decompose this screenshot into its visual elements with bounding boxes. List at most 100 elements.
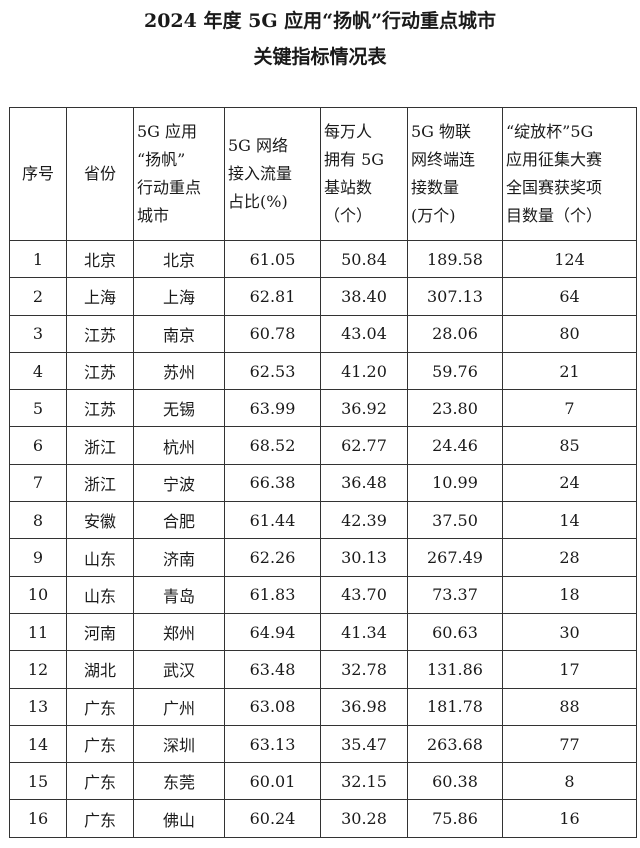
cell-award-count: 18 (502, 575, 637, 614)
table-row: 15 广东 东莞 60.01 32.15 60.38 8 (9, 762, 637, 801)
cell-province: 江苏 (66, 314, 134, 353)
cell-iot-connections: 75.86 (407, 799, 503, 838)
cell-traffic-share: 63.08 (224, 687, 321, 726)
cell-traffic-share: 61.44 (224, 501, 321, 540)
cell-province: 广东 (66, 799, 134, 838)
table-row: 9 山东 济南 62.26 30.13 267.49 28 (9, 538, 637, 577)
cell-traffic-share: 61.05 (224, 239, 321, 279)
cell-province: 浙江 (66, 426, 134, 465)
cell-province: 北京 (66, 239, 134, 279)
cell-city: 深圳 (133, 724, 225, 764)
cell-base-stations: 41.34 (320, 612, 408, 652)
cell-award-count: 64 (502, 277, 637, 316)
table-row: 14 广东 深圳 63.13 35.47 263.68 77 (9, 724, 637, 764)
cell-iot-connections: 307.13 (407, 277, 503, 316)
cell-traffic-share: 60.01 (224, 762, 321, 801)
cell-award-count: 21 (502, 351, 637, 391)
table-row: 4 江苏 苏州 62.53 41.20 59.76 21 (9, 351, 637, 391)
cell-award-count: 85 (502, 426, 637, 465)
cell-iot-connections: 60.63 (407, 612, 503, 652)
cell-province: 湖北 (66, 650, 134, 689)
cell-iot-connections: 60.38 (407, 762, 503, 801)
cell-index: 13 (9, 687, 67, 726)
table-row: 6 浙江 杭州 68.52 62.77 24.46 85 (9, 426, 637, 465)
cell-city: 北京 (133, 239, 225, 279)
cell-traffic-share: 66.38 (224, 463, 321, 503)
cell-iot-connections: 24.46 (407, 426, 503, 465)
cell-base-stations: 36.48 (320, 463, 408, 503)
cell-index: 12 (9, 650, 67, 689)
table-row: 2 上海 上海 62.81 38.40 307.13 64 (9, 277, 637, 316)
cell-traffic-share: 64.94 (224, 612, 321, 652)
cell-award-count: 16 (502, 799, 637, 838)
cell-iot-connections: 189.58 (407, 239, 503, 279)
table-row: 10 山东 青岛 61.83 43.70 73.37 18 (9, 575, 637, 614)
cell-city: 南京 (133, 314, 225, 353)
cell-base-stations: 30.28 (320, 799, 408, 838)
table-row: 5 江苏 无锡 63.99 36.92 23.80 7 (9, 389, 637, 428)
cell-city: 无锡 (133, 389, 225, 428)
cell-province: 安徽 (66, 501, 134, 540)
cell-award-count: 77 (502, 724, 637, 764)
cell-index: 1 (9, 239, 67, 279)
cell-award-count: 124 (502, 239, 637, 279)
cell-city: 合肥 (133, 501, 225, 540)
cell-iot-connections: 263.68 (407, 724, 503, 764)
cell-award-count: 28 (502, 538, 637, 577)
cell-iot-connections: 267.49 (407, 538, 503, 577)
header-province: 省份 (66, 107, 134, 241)
cell-index: 7 (9, 463, 67, 503)
cell-award-count: 14 (502, 501, 637, 540)
cell-traffic-share: 60.78 (224, 314, 321, 353)
cell-traffic-share: 63.99 (224, 389, 321, 428)
cell-index: 8 (9, 501, 67, 540)
cell-traffic-share: 60.24 (224, 799, 321, 838)
cell-base-stations: 62.77 (320, 426, 408, 465)
cell-index: 4 (9, 351, 67, 391)
cell-base-stations: 41.20 (320, 351, 408, 391)
cell-city: 武汉 (133, 650, 225, 689)
cell-award-count: 24 (502, 463, 637, 503)
cell-traffic-share: 68.52 (224, 426, 321, 465)
cell-award-count: 8 (502, 762, 637, 801)
cell-province: 山东 (66, 575, 134, 614)
cell-province: 上海 (66, 277, 134, 316)
document-subtitle: 关键指标情况表 (253, 46, 387, 68)
header-iot-connections: 5G 物联 网终端连 接数量 (万个) (407, 107, 503, 241)
cell-award-count: 88 (502, 687, 637, 726)
header-index: 序号 (9, 107, 67, 241)
cell-city: 东莞 (133, 762, 225, 801)
cell-index: 11 (9, 612, 67, 652)
cell-province: 江苏 (66, 351, 134, 391)
cell-index: 2 (9, 277, 67, 316)
cell-province: 河南 (66, 612, 134, 652)
cell-base-stations: 50.84 (320, 239, 408, 279)
cell-index: 6 (9, 426, 67, 465)
cell-iot-connections: 37.50 (407, 501, 503, 540)
document-title: 2024 年度 5G 应用“扬帆”行动重点城市 (143, 10, 497, 32)
cell-city: 杭州 (133, 426, 225, 465)
header-base-stations: 每万人 拥有 5G 基站数 （个） (320, 107, 408, 241)
cell-iot-connections: 181.78 (407, 687, 503, 726)
cell-iot-connections: 28.06 (407, 314, 503, 353)
cell-award-count: 17 (502, 650, 637, 689)
cell-index: 14 (9, 724, 67, 764)
cell-base-stations: 30.13 (320, 538, 408, 577)
header-traffic-share: 5G 网络 接入流量 占比(%) (224, 107, 321, 241)
cell-award-count: 30 (502, 612, 637, 652)
cell-index: 15 (9, 762, 67, 801)
cell-iot-connections: 59.76 (407, 351, 503, 391)
cell-index: 10 (9, 575, 67, 614)
cell-index: 9 (9, 538, 67, 577)
table-row: 16 广东 佛山 60.24 30.28 75.86 16 (9, 799, 637, 838)
cell-award-count: 80 (502, 314, 637, 353)
cell-base-stations: 43.70 (320, 575, 408, 614)
cell-province: 山东 (66, 538, 134, 577)
cell-province: 广东 (66, 687, 134, 726)
cell-city: 宁波 (133, 463, 225, 503)
cell-city: 青岛 (133, 575, 225, 614)
cell-base-stations: 32.15 (320, 762, 408, 801)
cell-index: 3 (9, 314, 67, 353)
table-row: 11 河南 郑州 64.94 41.34 60.63 30 (9, 612, 637, 652)
cell-base-stations: 36.98 (320, 687, 408, 726)
